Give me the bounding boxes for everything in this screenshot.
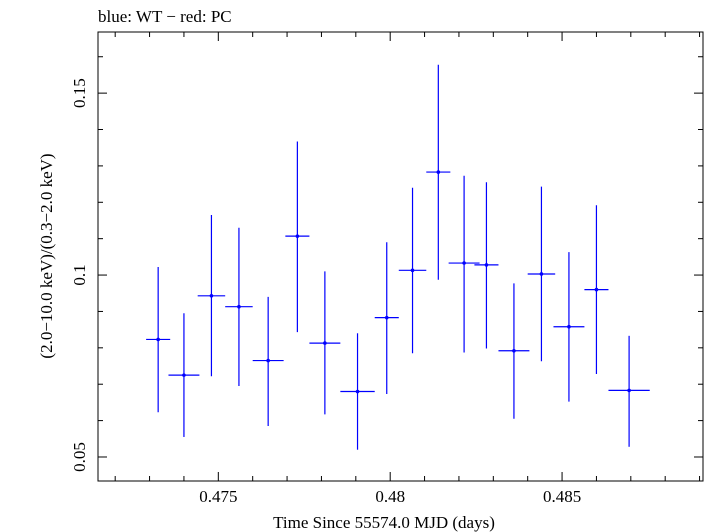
x-axis-label: Time Since 55574.0 MJD (days) <box>273 513 495 532</box>
chart-title: blue: WT − red: PC <box>98 7 232 26</box>
axis-ticks <box>98 32 703 481</box>
x-tick-label: 0.475 <box>199 487 237 506</box>
point-marker <box>323 341 327 345</box>
point-marker <box>156 337 160 342</box>
data-point <box>608 335 650 447</box>
point-marker <box>567 324 571 329</box>
data-point <box>527 186 556 362</box>
point-marker <box>627 388 631 393</box>
point-marker <box>410 268 415 273</box>
x-tick-label: 0.485 <box>543 487 581 506</box>
plot-frame <box>97 31 704 482</box>
point-marker <box>384 315 389 320</box>
data-point <box>374 242 399 395</box>
y-tick-label: 0.05 <box>70 442 89 472</box>
point-marker <box>539 272 544 276</box>
point-marker <box>182 373 186 377</box>
data-point <box>252 296 284 427</box>
data-points <box>146 64 650 450</box>
data-point <box>168 313 200 437</box>
data-point <box>398 187 427 354</box>
point-marker <box>266 358 270 363</box>
point-marker <box>484 263 489 267</box>
x-tick-label: 0.48 <box>375 487 405 506</box>
data-point <box>474 182 499 349</box>
data-point <box>584 205 609 375</box>
data-point <box>225 227 253 387</box>
point-marker <box>295 234 300 238</box>
point-marker <box>209 293 214 298</box>
data-point <box>553 252 585 402</box>
data-point <box>197 215 226 377</box>
point-marker <box>237 304 241 309</box>
data-point <box>340 333 375 450</box>
y-tick-label: 0.1 <box>70 264 89 285</box>
data-point <box>285 141 310 333</box>
point-marker <box>594 287 599 292</box>
data-point <box>309 271 341 415</box>
point-marker <box>355 389 360 394</box>
data-point <box>426 64 451 280</box>
data-point <box>448 175 480 353</box>
tick-labels: 0.475 0.48 0.485 0.05 0.1 0.15 <box>70 78 581 506</box>
point-marker <box>512 348 516 353</box>
data-point <box>498 283 530 419</box>
y-axis-label: (2.0−10.0 keV)/(0.3−2.0 keV) <box>37 153 56 358</box>
point-marker <box>436 170 441 174</box>
y-tick-label: 0.15 <box>70 78 89 108</box>
data-point <box>146 267 171 413</box>
point-marker <box>462 261 466 265</box>
